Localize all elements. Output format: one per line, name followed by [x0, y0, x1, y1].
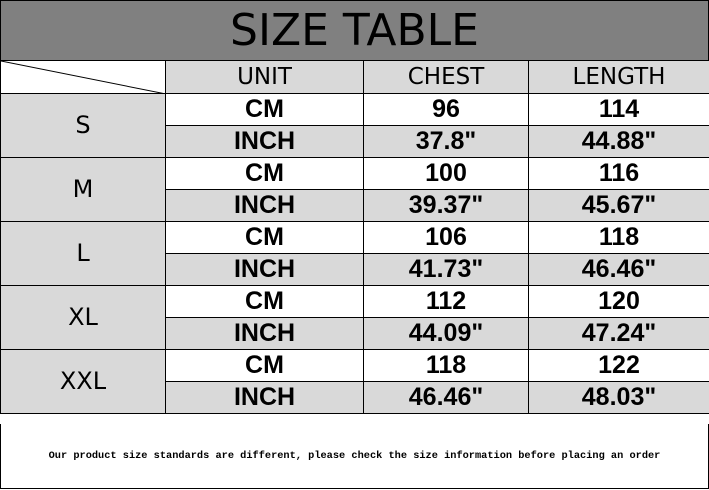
size-label: S [0, 93, 166, 158]
size-label: XXL [0, 349, 166, 414]
unit-cell: INCH [165, 253, 364, 286]
chest-cell: 41.73" [363, 253, 529, 286]
table-row: INCH 46.46" 48.03" [1, 381, 709, 414]
table-row: M CM 100 116 [0, 157, 709, 222]
table-row: XL CM 112 120 [0, 285, 709, 350]
chest-cell: 100 [363, 157, 529, 190]
unit-cell: CM [165, 349, 364, 382]
chest-cell: 118 [363, 349, 529, 382]
length-cell: 122 [528, 349, 709, 382]
unit-cell: CM [165, 157, 364, 190]
unit-cell: CM [165, 221, 364, 254]
unit-cell: INCH [165, 125, 364, 158]
header-length: LENGTH [528, 60, 709, 94]
unit-cell: CM [165, 285, 364, 318]
length-cell: 47.24" [528, 317, 709, 350]
chest-cell: 39.37" [363, 189, 529, 222]
table-row: INCH 44.09" 47.24" [1, 317, 709, 350]
length-cell: 114 [528, 93, 709, 126]
unit-cell: CM [165, 93, 364, 126]
table-row: L CM 106 118 [0, 221, 709, 286]
unit-cell: INCH [165, 317, 364, 350]
size-label: M [0, 157, 166, 222]
header-chest: CHEST [363, 60, 529, 94]
chest-cell: 106 [363, 221, 529, 254]
footer-note: Our product size standards are different… [0, 424, 709, 489]
table-row: S CM 96 114 [0, 93, 709, 158]
header-unit: UNIT [165, 60, 364, 94]
length-cell: 46.46" [528, 253, 709, 286]
table-row: INCH 41.73" 46.46" [1, 253, 709, 286]
header-row: UNIT CHEST LENGTH [0, 60, 709, 94]
chest-cell: 44.09" [363, 317, 529, 350]
unit-cell: INCH [165, 381, 364, 414]
chest-cell: 37.8" [363, 125, 529, 158]
unit-cell: INCH [165, 189, 364, 222]
length-cell: 116 [528, 157, 709, 190]
chest-cell: 112 [363, 285, 529, 318]
length-cell: 120 [528, 285, 709, 318]
chest-cell: 46.46" [363, 381, 529, 414]
size-table: UNIT CHEST LENGTH S CM 96 114 INCH 37.8" 44.88… [0, 60, 709, 414]
length-cell: 44.88" [528, 125, 709, 158]
length-cell: 118 [528, 221, 709, 254]
size-label: XL [0, 285, 166, 350]
length-cell: 45.67" [528, 189, 709, 222]
chest-cell: 96 [363, 93, 529, 126]
length-cell: 48.03" [528, 381, 709, 414]
diagonal-corner-cell [0, 60, 166, 94]
table-row: INCH 39.37" 45.67" [1, 189, 709, 222]
table-row: XXL CM 118 122 [0, 349, 709, 414]
page-title: SIZE TABLE [0, 0, 709, 61]
size-label: L [0, 221, 166, 286]
